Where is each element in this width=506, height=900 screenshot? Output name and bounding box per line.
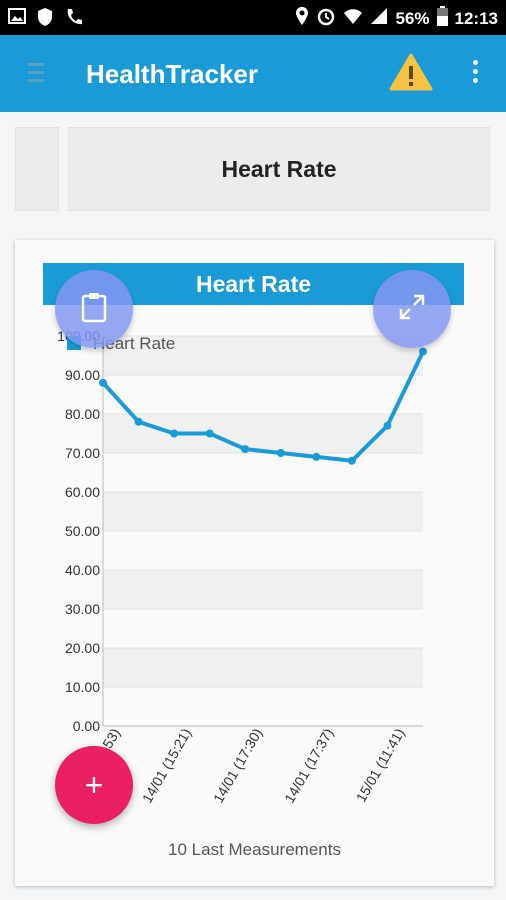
status-bar: 56% 12:13 [0,0,506,35]
y-tick-label: 0.00 [73,718,100,734]
y-tick-label: 60.00 [65,484,100,500]
grid-band [103,609,423,648]
alarm-icon [316,6,336,31]
expand-icon [398,293,426,326]
battery-icon [436,6,448,31]
grid-band [103,531,423,570]
tab-heart-rate-label: Heart Rate [221,155,337,182]
app-title: HealthTracker [86,59,258,89]
tab-heart-rate[interactable]: Heart Rate [68,127,490,211]
y-tick-label: 20.00 [65,640,100,656]
x-tick-label: 14/01 (17:30) [210,726,266,806]
clipboard-button[interactable] [55,270,133,348]
grid-band [103,687,423,726]
more-vert-icon[interactable] [470,60,480,88]
grid-band [103,492,423,531]
grid-band [103,570,423,609]
data-point [99,378,107,387]
data-point [276,449,285,457]
add-measurement-button[interactable]: + [55,746,133,824]
shield-icon [36,7,54,32]
y-tick-label: 40.00 [65,562,100,578]
clipboard-icon [80,291,108,328]
tab-previous[interactable] [15,127,59,211]
data-point [419,347,427,356]
data-point [241,445,250,454]
expand-button[interactable] [373,270,451,348]
y-tick-label: 80.00 [65,406,100,422]
grid-band [103,648,423,687]
app-bar: HealthTracker [0,35,506,112]
data-point [170,429,179,438]
series-line [101,350,425,463]
location-icon [295,6,309,31]
warning-icon[interactable] [389,53,433,93]
data-point [383,421,392,430]
x-tick-label: 14/01 (17:37) [281,726,337,806]
x-axis-label: 10 Last Measurements [168,840,341,859]
y-tick-label: 70.00 [65,445,100,461]
heart-rate-chart: 0.00 10.00 20.00 30.00 40.00 50.00 60.00 70.00 8… [57,328,427,806]
y-tick-label: 30.00 [65,601,100,617]
data-point [205,429,214,438]
y-tick-label: 10.00 [65,679,100,695]
data-point [312,452,321,461]
x-tick-label: 14/01 (15:21) [139,726,195,806]
data-point [347,456,356,465]
grid-band [103,336,423,375]
add-icon: + [84,766,104,803]
data-point [134,417,143,426]
x-tick-label: 15/01 (11:41) [353,726,408,805]
grid-band [103,414,423,453]
y-tick-label: 50.00 [65,523,100,539]
image-icon [8,7,26,32]
wifi-icon [343,7,363,30]
y-tick-label: 90.00 [65,367,100,383]
battery-percent: 56% [395,8,430,28]
clock: 12:13 [454,8,498,28]
signal-icon [370,7,388,30]
grid-band [103,453,423,492]
phone-icon [64,7,84,32]
hamburger-icon[interactable] [28,63,44,83]
grid-band [103,375,423,414]
